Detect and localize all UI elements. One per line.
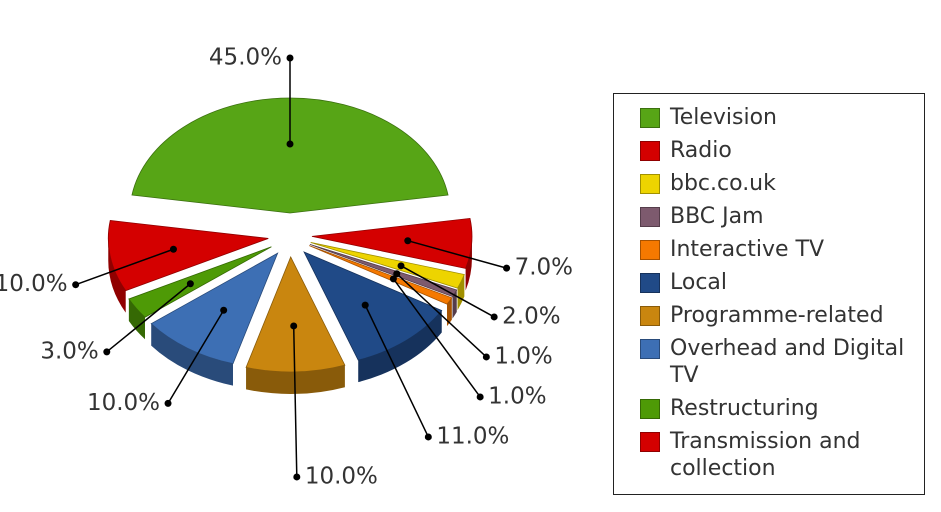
legend-label: bbc.co.uk [670,171,776,196]
slice-side [358,310,442,383]
leader-dot [361,301,369,309]
slice-side [465,236,472,291]
legend-item: Transmission and collection [640,428,914,482]
legend-swatch [640,339,660,359]
legend: Television Radio bbc.co.uk BBC Jam Interacti… [613,93,925,495]
legend-swatch [640,273,660,293]
slice-side [151,323,233,386]
legend-swatch [640,432,660,452]
pie-slice [309,245,453,305]
legend-label: Programme-related [670,303,884,328]
legend-item: Restructuring [640,395,914,422]
leader-dot [397,262,405,270]
pie-slice [128,246,272,318]
leader-dot [404,237,412,245]
legend-label: BBC Jam [670,204,764,229]
legend-label: Interactive TV [670,237,824,262]
leader-dot [186,280,194,288]
legend-swatch [640,108,660,128]
chart: 45.0% 7.0% 2.0% 1.0% 1.0% 11.0% 10.0% 10.0% 3.0%… [0,45,573,490]
value-label: 3.0% [40,338,98,364]
leader-dot [290,322,298,330]
legend-label: Local [670,270,728,295]
pie-slice [310,242,465,289]
legend-label: Television [670,105,777,130]
leader-dot [424,433,432,441]
leader-dot [490,313,498,321]
legend-swatch [640,207,660,227]
leader-dot [169,245,177,253]
legend-swatch [640,399,660,419]
leader-dot [72,281,80,289]
pie-slice [245,256,346,373]
slice-side [446,297,452,327]
value-label: 10.0% [87,390,160,416]
legend-item: Programme-related [640,302,914,329]
legend-item: Television [640,104,914,131]
leader-line [364,304,429,438]
legend-swatch [640,141,660,161]
legend-swatch [640,240,660,260]
legend-swatch [640,306,660,326]
leader-dot [286,54,294,62]
value-label: 45.0% [209,45,282,71]
legend-label: Transmission and collection [670,429,861,481]
legend-item: Interactive TV [640,236,914,263]
leader-line [396,273,487,358]
leader-line [392,278,481,398]
leader-dot [293,473,301,481]
legend-item: Local [640,269,914,296]
value-label: 11.0% [436,423,509,449]
leader-line [407,239,507,269]
legend-item: Overhead and Digital TV [640,335,914,389]
pie-slice [311,217,473,269]
slice-side [108,238,126,313]
legend-label: Overhead and Digital TV [670,336,905,388]
slice-side [457,274,465,311]
value-label: 1.0% [488,383,546,409]
leader-dot [220,306,228,314]
leader-line [167,309,225,404]
leader-dot [286,140,294,148]
pie-slice [309,243,458,298]
value-label: 2.0% [502,303,560,329]
value-label: 7.0% [515,255,573,281]
legend-label: Restructuring [670,396,819,421]
leader-dot [503,264,511,272]
leader-dot [482,353,490,361]
legend-label: Radio [670,138,732,163]
legend-item: BBC Jam [640,203,914,230]
leader-line [292,325,298,477]
leader-dot [393,270,401,278]
legend-item: Radio [640,137,914,164]
value-label: 10.0% [0,271,68,297]
legend-item: bbc.co.uk [640,170,914,197]
leader-line [75,248,174,286]
leader-line [106,283,191,353]
leader-dot [103,348,111,356]
slice-side [452,290,457,319]
legend-swatch [640,174,660,194]
value-label: 1.0% [494,343,552,369]
leader-dot [476,393,484,401]
slice-side [128,298,145,340]
leader-dot [389,275,397,283]
pie-slice [107,220,269,292]
leader-line [400,265,495,318]
leader-dot [164,399,172,407]
pie-slice [150,252,279,365]
value-label: 10.0% [305,463,378,489]
